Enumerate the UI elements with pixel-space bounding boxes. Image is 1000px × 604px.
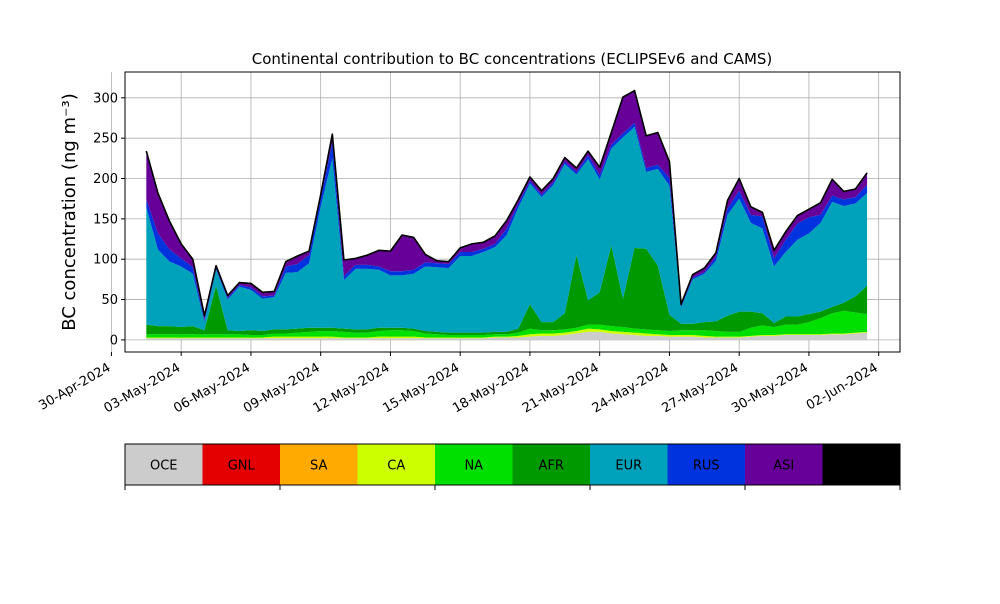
legend-label-afr: AFR	[539, 459, 564, 474]
legend-frame	[124, 443, 901, 486]
legend-swatch-gnl	[202, 444, 281, 485]
legend-swatch-sa	[280, 444, 358, 485]
chart-title: Continental contribution to BC concentra…	[252, 50, 773, 68]
legend-label-eur: EUR	[615, 459, 642, 474]
total-line	[145, 89, 868, 317]
x-tick-label: 02-Jun-2024	[804, 360, 881, 413]
x-axis: 30-Apr-202403-May-202406-May-202409-May-…	[36, 352, 881, 416]
total-concentration-line	[145, 89, 868, 317]
legend-label-aus: AUS	[848, 459, 875, 474]
legend-swatch-aus	[822, 444, 901, 485]
x-tick-label: 18-May-2024	[450, 360, 532, 416]
legend-swatch-afr	[512, 444, 591, 485]
legend-colorbar: OCE GNL SA CA NA AFR EUR RUS ASI AUS	[124, 443, 901, 490]
x-tick-label: 12-May-2024	[311, 360, 393, 416]
y-axis-label: BC concentration (ng m⁻³)	[59, 93, 80, 331]
x-tick-label: 21-May-2024	[520, 360, 602, 416]
legend-label-sa: SA	[310, 459, 327, 474]
area-series-rus	[146, 122, 868, 323]
x-tick-label: 15-May-2024	[381, 360, 463, 416]
legend-label-ca: CA	[387, 459, 405, 474]
area-series-na	[146, 310, 868, 338]
legend-label-asi: ASI	[773, 459, 794, 474]
y-tick-label: 0	[110, 333, 118, 348]
area-series-afr	[146, 245, 868, 336]
area-series-ca	[146, 328, 868, 339]
legend-swatch-na	[435, 444, 513, 485]
y-axis: 0 50 100 150 200 250 300	[93, 91, 125, 348]
area-series-eur	[146, 126, 868, 333]
legend-label-na: NA	[464, 459, 483, 474]
x-tick-label: 09-May-2024	[241, 360, 323, 416]
legend-swatch-oce	[125, 444, 203, 485]
plot-frame	[124, 71, 901, 353]
y-tick-label: 250	[93, 132, 118, 147]
x-tick-label: 03-May-2024	[102, 360, 184, 416]
stacked-areas	[146, 90, 868, 340]
y-tick-label: 200	[93, 172, 118, 187]
legend-label-rus: RUS	[693, 459, 720, 474]
x-tick-label: 30-May-2024	[729, 360, 811, 416]
x-tick-label: 27-May-2024	[660, 360, 742, 416]
x-tick-label: 24-May-2024	[590, 360, 672, 416]
y-tick-label: 300	[93, 91, 118, 106]
legend-swatch-rus	[667, 444, 746, 485]
y-tick-label: 100	[93, 253, 118, 268]
x-tick-label: 06-May-2024	[171, 360, 253, 416]
legend-swatch-asi	[745, 444, 823, 485]
legend-label-oce: OCE	[150, 459, 178, 474]
legend-swatch-eur	[590, 444, 668, 485]
legend-label-gnl: GNL	[228, 459, 256, 474]
legend-swatch-ca	[357, 444, 436, 485]
area-series-oce	[146, 331, 868, 340]
y-tick-label: 150	[93, 212, 118, 227]
y-tick-label: 50	[101, 293, 118, 308]
